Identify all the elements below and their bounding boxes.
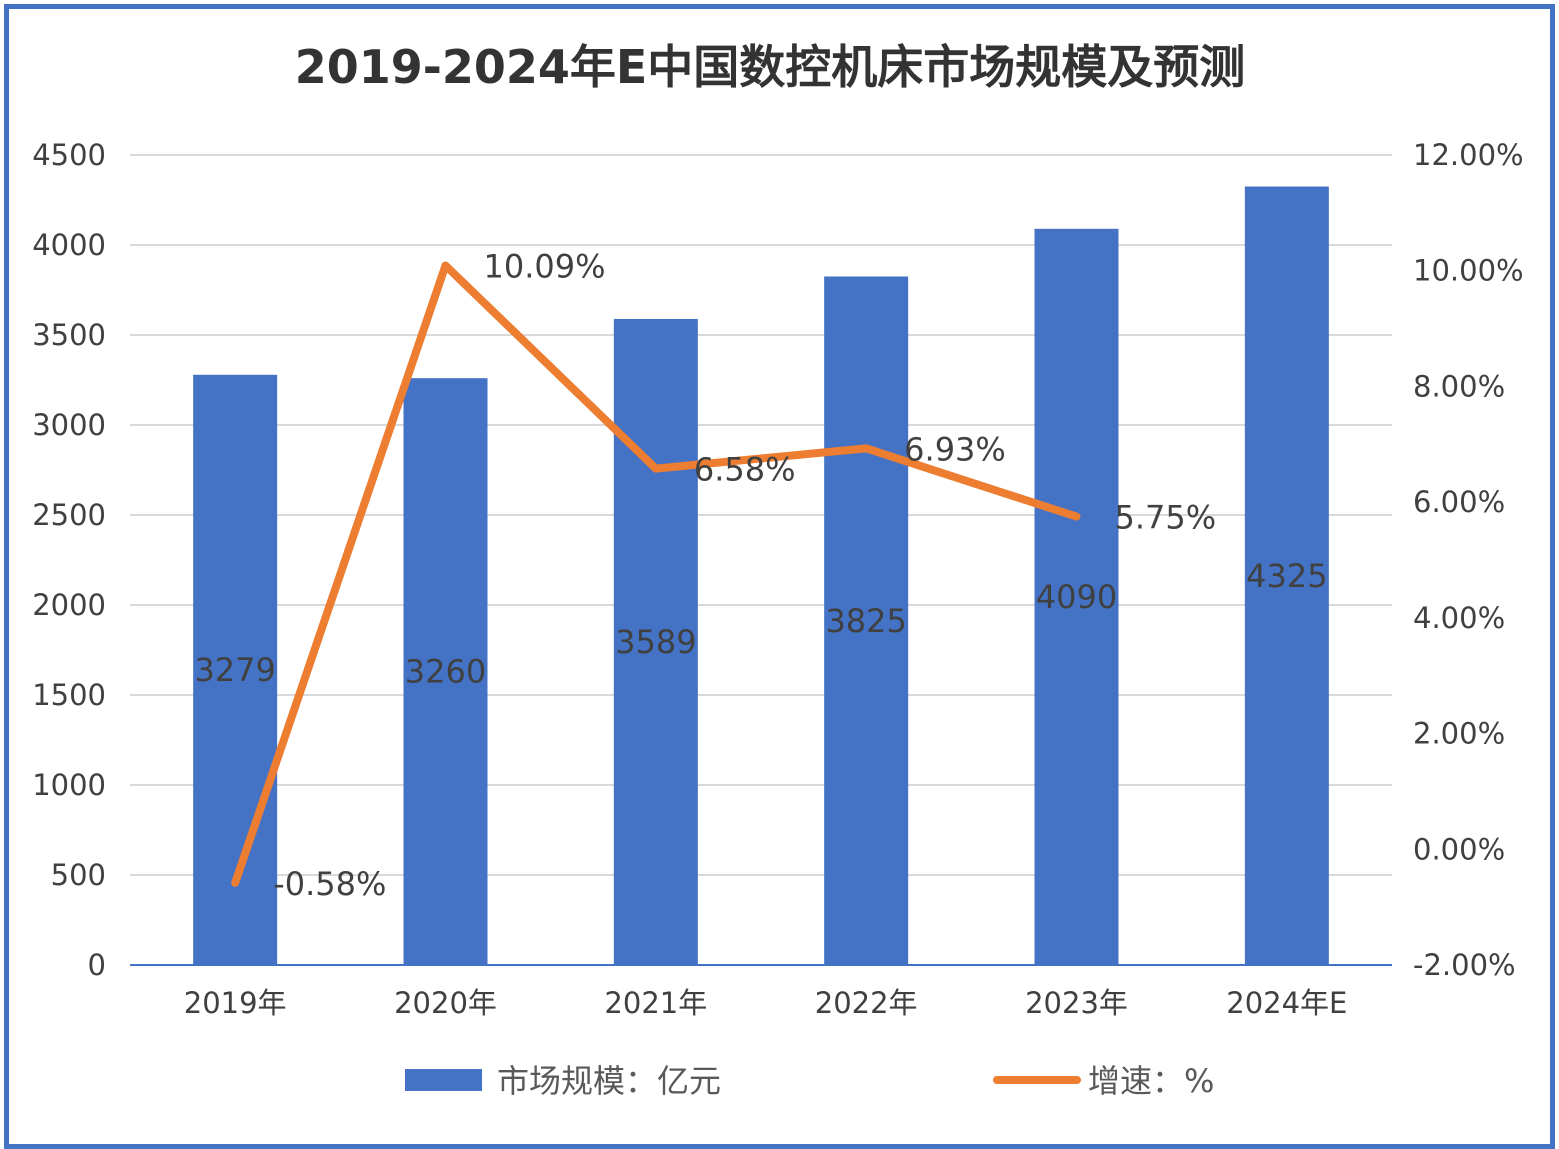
legend: 市场规模：亿元 增速：% <box>405 1062 1214 1100</box>
bar-value-label: 4090 <box>1036 578 1117 616</box>
x-axis-tick-label: 2024年E <box>1226 986 1347 1020</box>
left-axis-tick-label: 0 <box>88 948 106 982</box>
left-axis-tick-label: 4500 <box>32 138 106 172</box>
right-axis-tick-label: 8.00% <box>1413 369 1505 403</box>
left-axis-tick-label: 2500 <box>32 498 106 532</box>
growth-point <box>865 447 868 450</box>
bar <box>193 374 278 965</box>
bar <box>1034 228 1119 966</box>
bar <box>824 276 909 965</box>
growth-value-label: -0.58% <box>273 865 386 903</box>
data-labels: 3279 3260 3589 3825 4090 4325 -0.58% 10.09% 6.58… <box>194 248 1327 903</box>
x-axis-tick-label: 2019年 <box>184 986 287 1020</box>
bar <box>613 318 698 966</box>
growth-value-label: 10.09% <box>484 248 606 286</box>
gridlines <box>130 154 1392 876</box>
growth-value-label: 6.58% <box>694 451 796 489</box>
left-axis-tick-label: 500 <box>51 858 106 892</box>
bar-value-label: 4325 <box>1246 557 1327 595</box>
right-axis-tick-label: 12.00% <box>1413 138 1524 172</box>
right-axis-tick-label: -2.00% <box>1413 948 1516 982</box>
bar-value-label: 3825 <box>825 602 906 640</box>
right-axis-tick-label: 10.00% <box>1413 254 1524 288</box>
x-axis-tick-label: 2021年 <box>604 986 707 1020</box>
x-axis-tick-label: 2023年 <box>1025 986 1128 1020</box>
left-axis-tick-label: 1000 <box>32 768 106 802</box>
legend-bar-label: 市场规模：亿元 <box>497 1062 721 1100</box>
legend-line-label: 增速：% <box>1088 1062 1214 1100</box>
axes: 0 500 1000 1500 2000 2500 3000 3500 4000 4500 -2.0… <box>32 138 1523 1020</box>
line-series <box>231 261 1081 887</box>
left-axis-tick-label: 4000 <box>32 228 106 262</box>
left-axis-tick-label: 1500 <box>32 678 106 712</box>
left-axis-tick-label: 2000 <box>32 588 106 622</box>
chart-frame <box>4 4 1555 1149</box>
bar <box>403 378 488 965</box>
left-axis-tick-label: 3500 <box>32 318 106 352</box>
growth-point <box>444 264 447 267</box>
growth-value-label: 6.93% <box>904 430 1006 468</box>
growth-point <box>234 881 237 884</box>
right-axis-tick-label: 2.00% <box>1413 717 1505 751</box>
bar <box>1244 186 1329 965</box>
growth-value-label: 5.75% <box>1115 499 1217 537</box>
right-axis-tick-label: 4.00% <box>1413 601 1505 635</box>
bar-value-label: 3589 <box>615 623 696 661</box>
right-axis-tick-label: 0.00% <box>1413 832 1505 866</box>
bar-series <box>193 186 1329 966</box>
bar-value-label: 3260 <box>405 653 486 691</box>
x-axis-tick-label: 2020年 <box>394 986 497 1020</box>
growth-point <box>1075 515 1078 518</box>
bar-value-label: 3279 <box>194 651 275 689</box>
legend-bar-swatch <box>405 1069 482 1091</box>
right-axis-tick-label: 6.00% <box>1413 485 1505 519</box>
x-axis-tick-label: 2022年 <box>815 986 918 1020</box>
left-axis-tick-label: 3000 <box>32 408 106 442</box>
growth-point <box>654 467 657 470</box>
chart-title: 2019-2024年E中国数控机床市场规模及预测 <box>295 40 1246 94</box>
